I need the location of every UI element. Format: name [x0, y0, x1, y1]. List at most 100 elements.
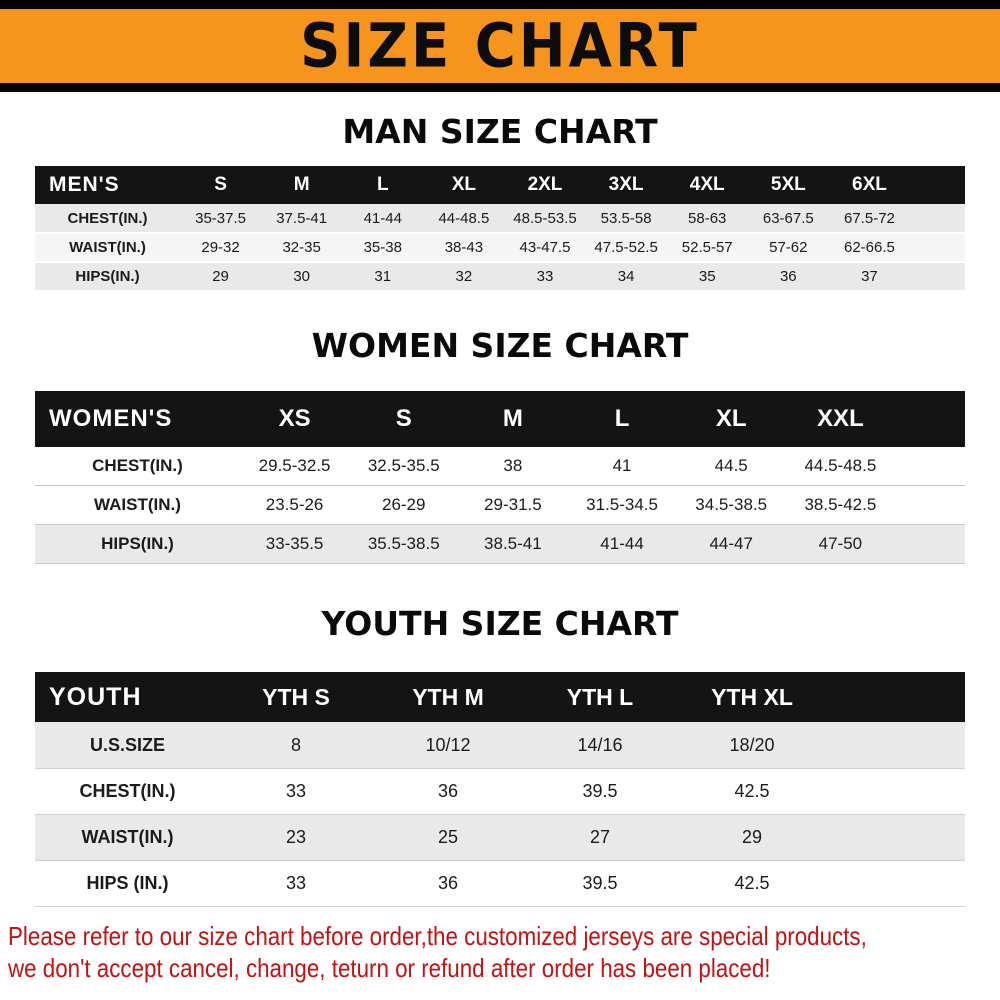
value-cell: 36: [779, 268, 797, 286]
banner-title: SIZE CHART: [300, 10, 700, 82]
table-row: WAIST(IN.) 23 25 27 29: [35, 814, 965, 861]
size-column-header: M: [458, 390, 568, 447]
value-cell: 41-44: [600, 534, 644, 554]
size-column-header: XXL: [785, 390, 895, 447]
value-cell: 35: [698, 268, 716, 286]
size-column-header: XL: [676, 390, 786, 447]
size-column-header: M: [261, 166, 343, 205]
value-cell: 36: [437, 780, 459, 801]
table-row: WAIST(IN.) 23.5-26 26-29 29-31.5 31.5-34.5 34…: [35, 485, 965, 525]
size-column-header: 6XL: [828, 166, 910, 205]
table-row: HIPS (IN.) 33 36 39.5 42.5: [35, 860, 965, 907]
value-cell: 41: [612, 455, 632, 475]
value-cell: 23: [285, 826, 307, 847]
size-column-header: 3XL: [585, 166, 667, 205]
table-row: U.S.SIZE 8 10/12 14/16 18/20: [35, 722, 965, 769]
value-cell: 29: [741, 826, 763, 847]
value-cell: 48.5-53.5: [513, 209, 577, 227]
spacer-cell: [895, 486, 965, 525]
value-cell: 29-31.5: [484, 495, 542, 515]
spacer-cell: [828, 672, 965, 723]
youth-size-section: YOUTH SIZE CHART YOUTH YTH S YTH M YTH L YTH…: [0, 605, 1000, 907]
table-title-cell: MEN'S: [35, 166, 180, 205]
value-cell: 38-43: [444, 239, 484, 257]
value-cell: 8: [290, 734, 301, 755]
value-cell: 18/20: [729, 734, 775, 755]
man-section-heading: MAN SIZE CHART: [342, 112, 658, 151]
value-cell: 44.5-48.5: [804, 455, 877, 475]
row-label: HIPS(IN.): [75, 268, 140, 286]
row-label: CHEST(IN.): [79, 780, 176, 801]
size-column-header: 5XL: [747, 166, 829, 205]
banner: SIZE CHART: [0, 0, 1000, 92]
man-size-section: MAN SIZE CHART MEN'S S M L XL 2XL 3XL 4XL 5XL 6XL…: [0, 112, 1000, 292]
size-column-header: L: [567, 390, 677, 447]
value-cell: 32: [455, 268, 473, 286]
banner-top-strip: [0, 0, 1000, 9]
row-label: CHEST(IN.): [92, 455, 183, 475]
spacer-cell: [895, 390, 965, 447]
value-cell: 58-63: [688, 209, 727, 227]
size-column-header: YTH S: [220, 672, 372, 723]
value-cell: 37.5-41: [276, 209, 328, 227]
value-cell: 43-47.5: [519, 239, 571, 257]
value-cell: 39.5: [582, 780, 618, 801]
value-cell: 27: [589, 826, 611, 847]
value-cell: 62-66.5: [844, 239, 895, 257]
value-cell: 44-48.5: [438, 209, 490, 227]
row-label: WAIST(IN.): [81, 826, 174, 847]
spacer-cell: [828, 814, 965, 860]
value-cell: 35-38: [363, 239, 402, 257]
women-section-heading: WOMEN SIZE CHART: [311, 326, 689, 366]
row-label: CHEST(IN.): [67, 209, 148, 227]
value-cell: 38.5-41: [484, 534, 542, 554]
table-header-row: WOMEN'S XS S M L XL XXL: [35, 390, 965, 447]
value-cell: 32-35: [282, 239, 321, 257]
table-header-row: YOUTH YTH S YTH M YTH L YTH XL: [35, 672, 965, 723]
size-column-header: L: [342, 166, 424, 205]
size-column-header: S: [349, 390, 459, 447]
table-row: CHEST(IN.) 33 36 39.5 42.5: [35, 768, 965, 815]
value-cell: 44-47: [709, 534, 753, 554]
value-cell: 38.5-42.5: [804, 495, 877, 515]
value-cell: 25: [437, 826, 459, 847]
row-label: WAIST(IN.): [69, 239, 146, 257]
disclaimer-line-1: Please refer to our size chart before or…: [8, 920, 867, 951]
mens-size-table: MEN'S S M L XL 2XL 3XL 4XL 5XL 6XL CHEST(IN.) 35-37…: [35, 166, 965, 292]
value-cell: 35-37.5: [195, 209, 246, 227]
disclaimer-line-2: we don't accept cancel, change, teturn o…: [8, 952, 771, 983]
table-row: CHEST(IN.) 35-37.5 37.5-41 41-44 44-48.5 48.5…: [35, 204, 965, 234]
table-row: HIPS(IN.) 29 30 31 32 33 34 35 36 37: [35, 262, 965, 292]
value-cell: 33: [285, 780, 307, 801]
women-size-section: WOMEN SIZE CHART WOMEN'S XS S M L XL XXL CHEST(…: [0, 326, 1000, 564]
spacer-cell: [828, 722, 965, 768]
value-cell: 57-62: [769, 239, 808, 257]
value-cell: 30: [293, 268, 310, 286]
spacer-cell: [828, 860, 965, 906]
value-cell: 31.5-34.5: [586, 495, 658, 515]
value-cell: 34.5-38.5: [695, 495, 768, 515]
value-cell: 36: [437, 872, 459, 893]
value-cell: 47-50: [818, 534, 863, 554]
row-label: HIPS(IN.): [101, 534, 174, 554]
size-column-header: YTH XL: [676, 672, 828, 723]
banner-bottom-strip: [0, 83, 1000, 92]
banner-mid: SIZE CHART: [0, 9, 1000, 83]
spacer-cell: [910, 233, 965, 262]
value-cell: 29: [212, 268, 229, 286]
table-row: HIPS(IN.) 33-35.5 35.5-38.5 38.5-41 41-44 44-…: [35, 524, 965, 564]
row-label: HIPS (IN.): [86, 872, 169, 893]
value-cell: 33: [536, 268, 554, 286]
value-cell: 10/12: [425, 734, 471, 755]
row-label: WAIST(IN.): [94, 495, 181, 515]
size-column-header: 4XL: [666, 166, 748, 205]
value-cell: 34: [617, 268, 635, 286]
table-row: WAIST(IN.) 29-32 32-35 35-38 38-43 43-47.5 47.…: [35, 233, 965, 263]
row-label: U.S.SIZE: [89, 734, 165, 755]
value-cell: 67.5-72: [844, 209, 895, 227]
value-cell: 52.5-57: [681, 239, 733, 257]
value-cell: 33-35.5: [265, 534, 324, 554]
value-cell: 41-44: [363, 209, 402, 227]
value-cell: 42.5: [734, 872, 770, 893]
value-cell: 53.5-58: [600, 209, 652, 227]
